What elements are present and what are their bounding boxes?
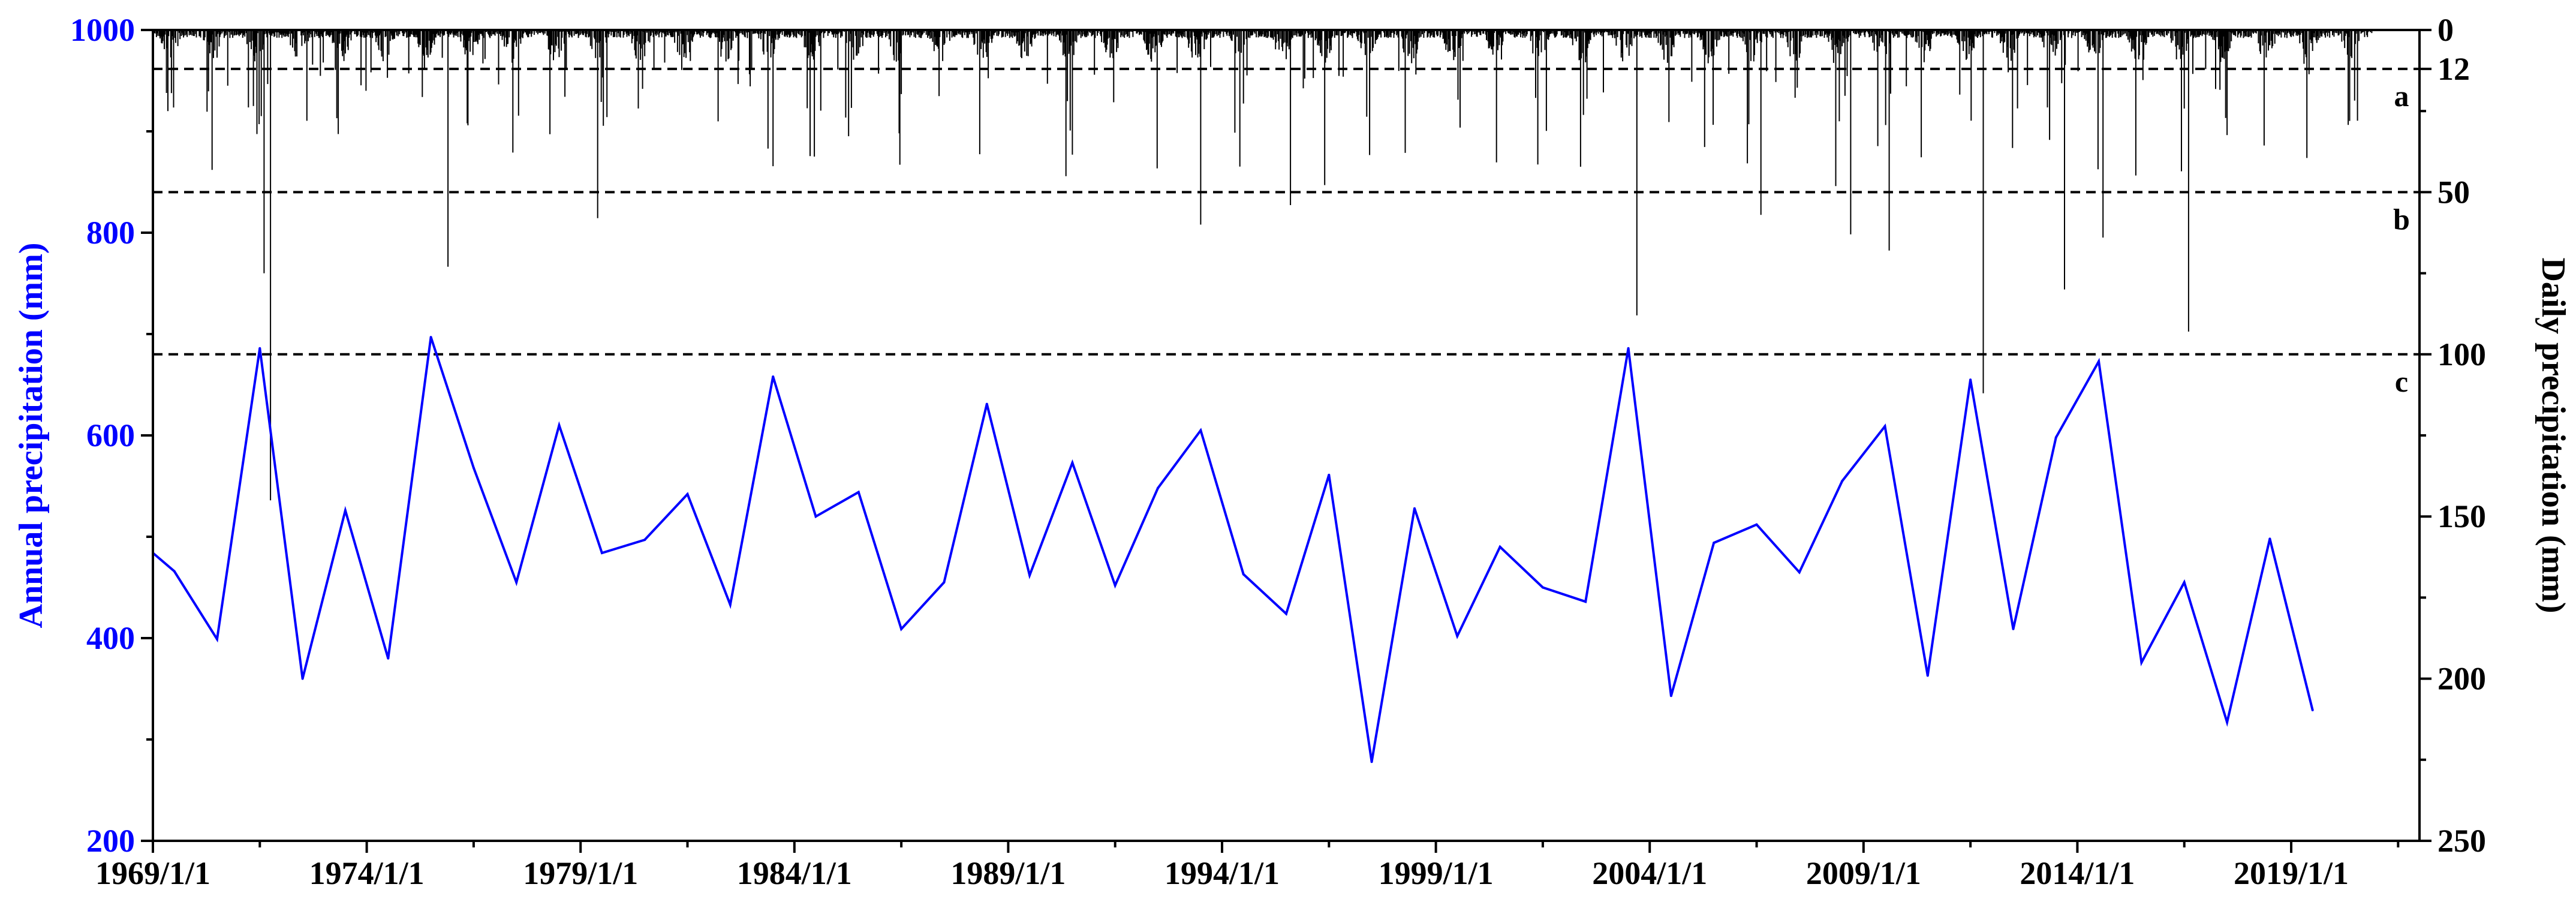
annual-precip-point — [2054, 436, 2057, 439]
annual-precip-point — [943, 581, 946, 584]
annual-precip-point — [772, 375, 775, 378]
annual-precip-point — [2226, 721, 2229, 724]
x-tick-label: 1974/1/1 — [309, 855, 425, 891]
daily-precip-bar — [152, 30, 2373, 501]
annual-precip-point — [216, 638, 218, 641]
annual-precip-point — [1713, 542, 1716, 545]
annual-precip-point — [1114, 584, 1117, 587]
axes — [141, 29, 2431, 853]
x-tick-label: 1994/1/1 — [1164, 855, 1280, 891]
annual-precip-point — [301, 677, 304, 680]
annual-precip-point — [1242, 573, 1245, 576]
annual-precip-series — [152, 336, 2314, 763]
annual-precip-point — [600, 552, 603, 554]
annual-precip-point — [1883, 425, 1886, 428]
annual-precip-point — [1456, 635, 1459, 638]
x-tick-label: 1969/1/1 — [95, 855, 210, 891]
right-tick-label: 0 — [2437, 12, 2454, 48]
threshold-label-b: b — [2393, 202, 2410, 236]
annual-precip-point — [558, 424, 561, 427]
annual-precip-point — [429, 336, 432, 339]
annual-precip-point — [258, 347, 261, 350]
x-tick-label: 2004/1/1 — [1592, 855, 1707, 891]
annual-precip-point — [173, 570, 176, 573]
x-tick-label: 1989/1/1 — [950, 855, 1066, 891]
annual-precip-point — [344, 509, 347, 512]
annual-precip-point — [857, 491, 860, 494]
labels: a b c 200 400 600 800 1000 012 50 100 150 200 250 1969… — [13, 12, 2572, 891]
threshold-lines — [153, 67, 2419, 356]
x-tick-label: 2009/1/1 — [1806, 855, 1921, 891]
right-tick-label: 250 — [2437, 823, 2486, 859]
annual-precip-point — [1285, 612, 1287, 615]
right-tick-label: 100 — [2437, 336, 2486, 372]
daily-precip-bars — [152, 30, 2373, 501]
x-tick-label: 1984/1/1 — [737, 855, 852, 891]
annual-precip-point — [1755, 523, 1758, 526]
annual-precip-point — [1669, 694, 1672, 697]
plot-frame — [152, 29, 2421, 842]
threshold-label-c: c — [2395, 365, 2408, 398]
left-tick-label: 800 — [86, 215, 135, 251]
threshold-label-a: a — [2394, 79, 2409, 113]
right-tick-label: 200 — [2437, 661, 2486, 697]
x-tick-label: 1979/1/1 — [523, 855, 638, 891]
left-tick-label: 1000 — [70, 12, 135, 48]
annual-precip-point — [1157, 486, 1159, 489]
annual-precip-point — [2268, 537, 2271, 540]
annual-precip-point — [2097, 360, 2100, 363]
annual-precip-point — [2140, 661, 2143, 664]
left-axis-title: Annual precipitation (mm) — [13, 243, 50, 629]
annual-precip-point — [1370, 760, 1373, 763]
annual-precip-point — [1413, 507, 1416, 510]
left-tick-label: 600 — [86, 417, 135, 453]
annual-precip-point — [985, 402, 988, 405]
annual-precip-point — [1627, 347, 1630, 350]
annual-precip-point — [1584, 600, 1587, 603]
annual-precip-point — [900, 627, 903, 630]
annual-precip-point — [814, 515, 817, 518]
annual-precip-point — [2012, 627, 2015, 630]
annual-precip-point — [1071, 461, 1074, 464]
x-tick-label: 2019/1/1 — [2234, 855, 2349, 891]
annual-precip-point — [515, 581, 518, 584]
annual-precip-point — [472, 467, 475, 470]
annual-precip-point — [1028, 574, 1031, 577]
right-tick-label: 12 — [2437, 51, 2470, 87]
annual-precip-point — [1798, 571, 1801, 574]
right-tick-label: 150 — [2437, 498, 2486, 534]
right-axis-title: Daily precipitation (mm) — [2535, 257, 2572, 613]
annual-precip-point — [387, 657, 390, 660]
annual-precip-point — [1328, 473, 1331, 476]
annual-precip-point — [686, 493, 689, 495]
x-tick-label: 1999/1/1 — [1379, 855, 1494, 891]
annual-precip-line — [152, 336, 2314, 762]
annual-precip-point — [643, 539, 646, 542]
right-tick-label: 50 — [2437, 174, 2470, 210]
annual-precip-point — [1199, 429, 1202, 432]
annual-precip-point — [1926, 674, 1929, 677]
left-tick-label: 400 — [86, 620, 135, 656]
annual-precip-point — [1969, 378, 1972, 381]
annual-precip-point — [2311, 709, 2314, 711]
annual-precip-point — [1498, 545, 1501, 548]
annual-precip-point — [1841, 480, 1844, 483]
annual-precip-point — [729, 603, 732, 606]
annual-precip-point — [1541, 586, 1544, 589]
annual-precip-point — [2183, 581, 2186, 584]
x-tick-label: 2014/1/1 — [2020, 855, 2135, 891]
left-tick-label: 200 — [86, 823, 135, 859]
